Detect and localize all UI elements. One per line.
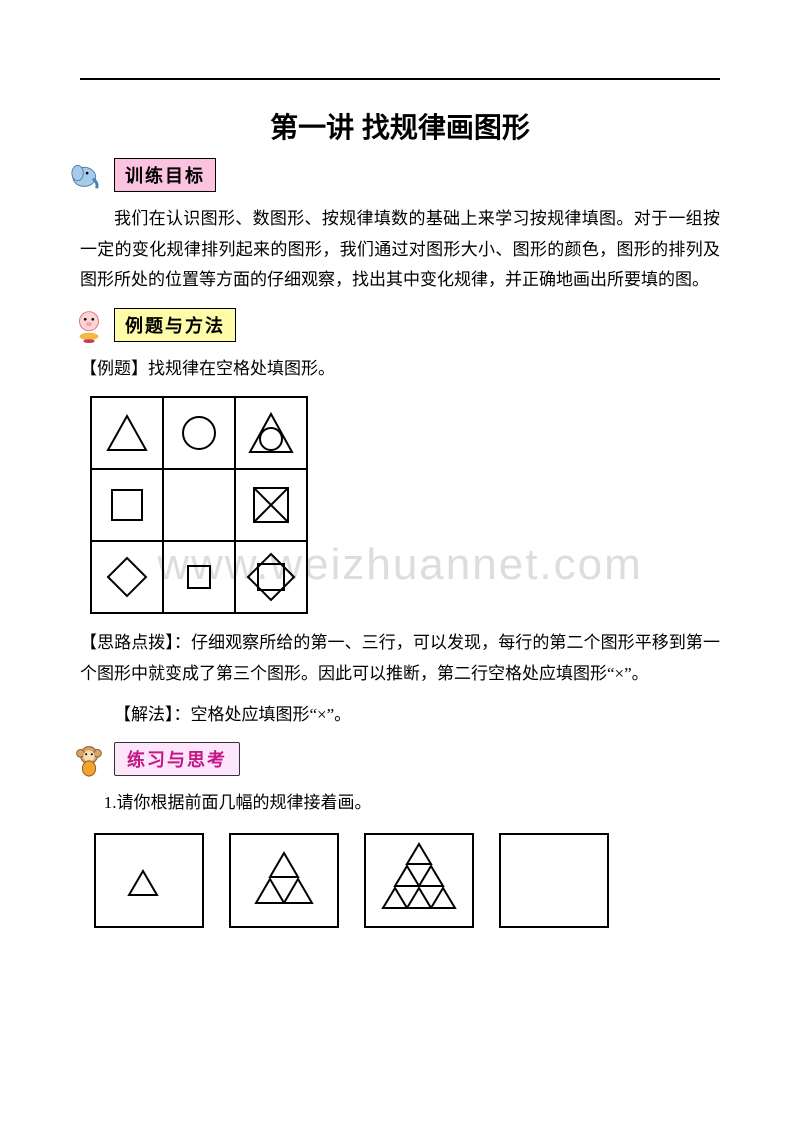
section-goal-header: 训练目标 [70,156,720,194]
section-practice-header: 练习与思考 [70,740,720,778]
grid-cell-2-2 [235,541,307,613]
grid-cell-2-1 [163,541,235,613]
exercise-1-text: 1.请你根据前面几幅的规律接着画。 [80,788,720,819]
top-rule [80,78,720,80]
square-x-icon [246,480,296,530]
monkey-icon [70,740,108,778]
practice-label: 练习与思考 [114,742,240,776]
exercise-row [94,833,720,928]
example-title: 【例题】找规律在空格处填图形。 [80,354,720,385]
exercise-cell-2 [229,833,339,928]
exercise-cell-1 [94,833,204,928]
small-square-icon [174,552,224,602]
goal-label: 训练目标 [114,158,216,192]
section-method-header: 例题与方法 [70,306,720,344]
hint-paragraph: 【思路点拨】：仔细观察所给的第一、三行，可以发现，每行的第二个图形平移到第一个图… [80,628,720,689]
diamond-icon [102,552,152,602]
grid-cell-2-0 [91,541,163,613]
diamond-square-icon [244,550,298,604]
page-title: 第一讲 找规律画图形 [80,106,720,146]
exercise-cell-3 [364,833,474,928]
grid-cell-1-0 [91,469,163,541]
pattern-grid [90,396,308,614]
grid-cell-1-2 [235,469,307,541]
elephant-icon [70,156,108,194]
triangle-icon [102,408,152,458]
answer-paragraph: 【解法】：空格处应填图形“×”。 [80,700,720,731]
square-icon [102,480,152,530]
triangle-circle-icon [246,408,296,458]
grid-cell-0-2 [235,397,307,469]
triangle-6-icon [369,838,469,922]
grid-cell-1-1 [163,469,235,541]
exercise-cell-4-blank [499,833,609,928]
pig-icon [70,306,108,344]
grid-cell-0-1 [163,397,235,469]
triangle-1-icon [109,845,189,915]
intro-paragraph: 我们在认识图形、数图形、按规律填数的基础上来学习按规律填图。对于一组按一定的变化… [80,204,720,296]
grid-cell-0-0 [91,397,163,469]
method-label: 例题与方法 [114,308,236,342]
page-content: 第一讲 找规律画图形 训练目标 我们在认识图形、数图形、按规律填数的基础上来学习… [80,106,720,928]
circle-icon [174,408,224,458]
triangle-3-icon [239,841,329,919]
